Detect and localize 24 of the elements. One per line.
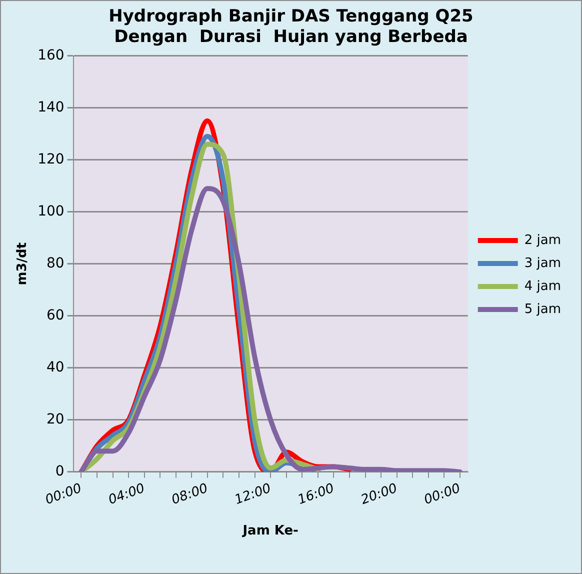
x-tick-label: 04:00: [106, 481, 147, 508]
y-tick-label: 140: [38, 99, 64, 116]
y-tick-label: 20: [46, 412, 64, 428]
legend-label: 2 jam: [524, 232, 562, 248]
y-tick-label: 0: [55, 464, 64, 480]
legend-label: 4 jam: [524, 278, 562, 294]
text: Hydrograph Banjir DAS Tenggang Q25: [108, 6, 474, 27]
x-tick-label: 08:00: [170, 481, 210, 508]
x-tick-label: 16:00: [296, 481, 336, 508]
y-tick-label: 160: [38, 47, 64, 64]
y-tick-label: 100: [38, 203, 64, 220]
x-tick-label: 00:00: [43, 481, 84, 508]
y-tick-label: 80: [46, 256, 64, 272]
x-tick-label: 00:00: [422, 481, 462, 508]
x-tick-label: 12:00: [232, 481, 274, 508]
y-tick-label: 120: [38, 151, 64, 168]
y-tick-label: 60: [46, 308, 64, 324]
legend-label: 5 jam: [524, 302, 562, 317]
x-tick-label: 20:00: [359, 481, 400, 508]
y-tick-label: 40: [46, 360, 64, 376]
y-axis-title: m3/dt: [15, 242, 30, 286]
text: Dengan Durasi Hujan yang Berbeda: [114, 27, 468, 48]
x-axis-title: Jam Ke-: [242, 524, 298, 539]
legend-label: 3 jam: [524, 256, 562, 271]
